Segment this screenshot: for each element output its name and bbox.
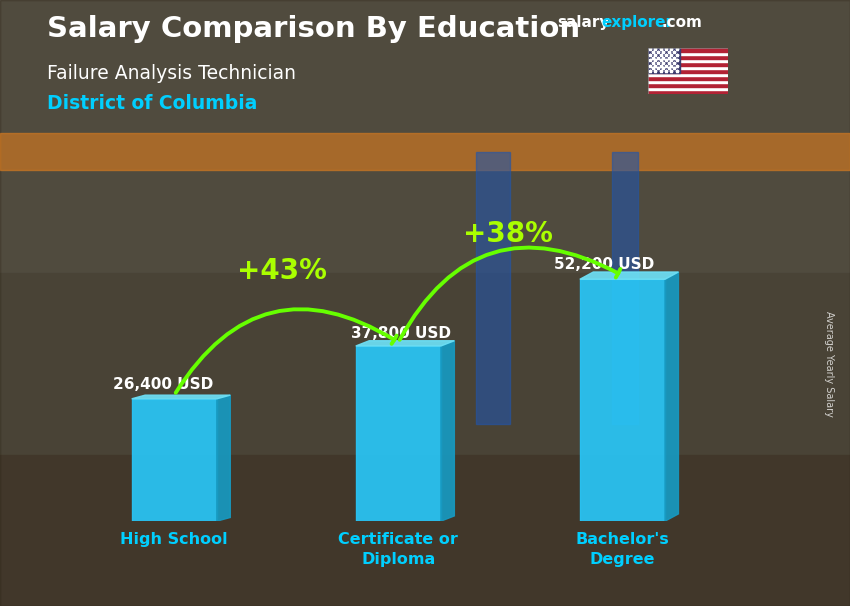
Polygon shape (580, 272, 678, 279)
Polygon shape (356, 341, 455, 346)
Bar (648, 56, 728, 59)
Bar (132, 399, 217, 521)
Bar (648, 80, 728, 84)
Bar (648, 66, 728, 70)
Bar (0, 0, 850, 273)
Text: 26,400 USD: 26,400 USD (113, 377, 213, 392)
Text: +38%: +38% (463, 220, 553, 248)
Bar (648, 76, 728, 80)
Bar (648, 62, 728, 66)
Text: explorer: explorer (601, 15, 673, 30)
Bar (648, 48, 680, 73)
Bar (0, 273, 850, 454)
Bar (648, 90, 728, 94)
Polygon shape (441, 341, 455, 521)
Bar (648, 84, 728, 87)
Polygon shape (132, 395, 230, 399)
Polygon shape (665, 272, 678, 521)
Text: Failure Analysis Technician: Failure Analysis Technician (47, 64, 296, 82)
Bar (648, 73, 728, 76)
Text: salary: salary (557, 15, 609, 30)
Bar (648, 59, 728, 62)
Text: +43%: +43% (237, 257, 326, 285)
Bar (648, 70, 728, 73)
Text: Salary Comparison By Education: Salary Comparison By Education (47, 15, 580, 43)
Bar (356, 346, 441, 521)
Text: 52,200 USD: 52,200 USD (554, 258, 654, 272)
Polygon shape (217, 395, 230, 521)
Text: Average Yearly Salary: Average Yearly Salary (824, 311, 834, 416)
Bar (612, 152, 638, 424)
Text: .com: .com (661, 15, 702, 30)
Bar (648, 87, 728, 90)
Bar (580, 279, 665, 521)
Text: 37,800 USD: 37,800 USD (350, 327, 450, 341)
Bar (476, 152, 510, 424)
Bar (648, 48, 728, 52)
Bar (0, 133, 850, 170)
Text: District of Columbia: District of Columbia (47, 94, 257, 113)
Bar (0, 454, 850, 606)
Bar (648, 52, 728, 56)
